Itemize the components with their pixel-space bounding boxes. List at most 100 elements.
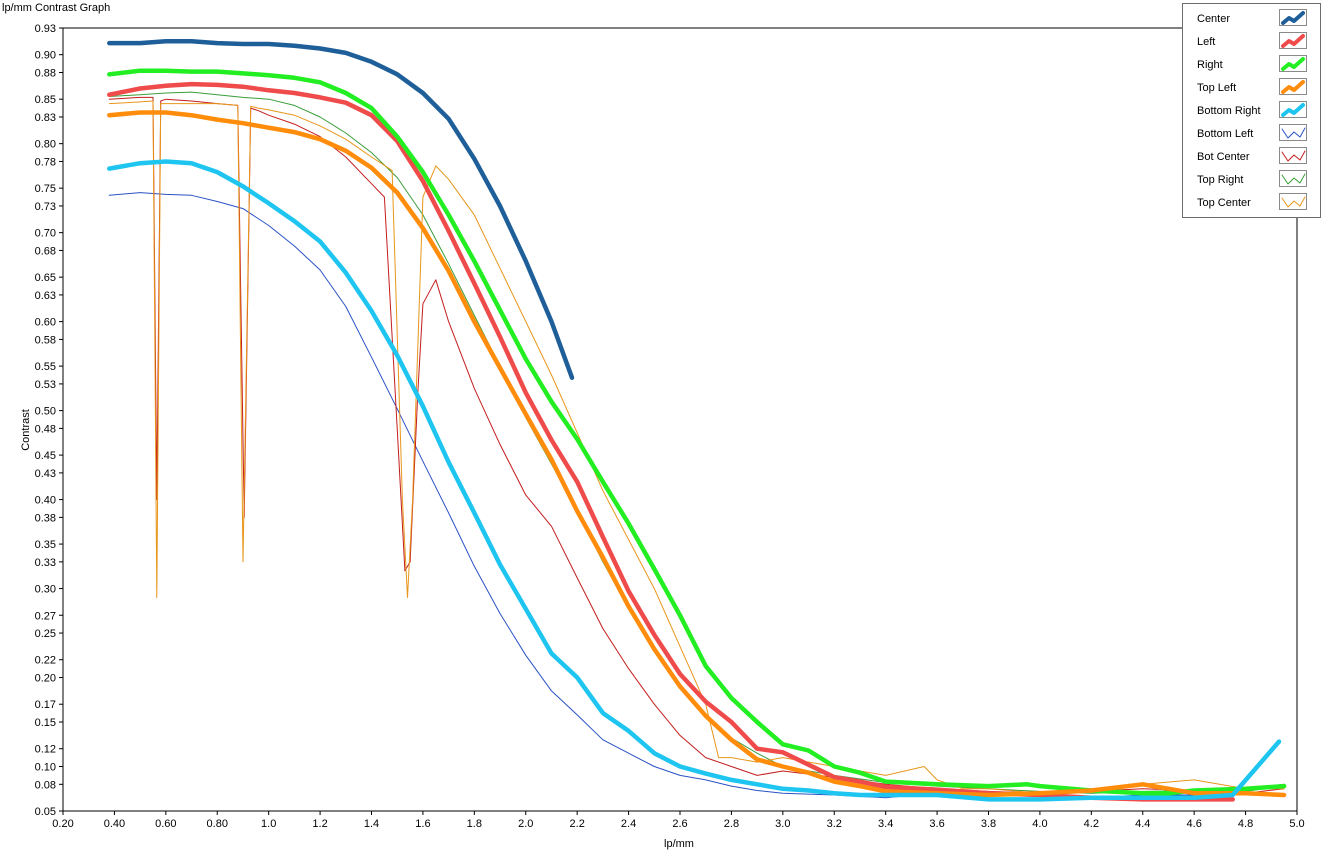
y-tick-label: 0.93 — [35, 23, 56, 35]
x-tick-label: 4.2 — [1084, 818, 1099, 830]
axes: 0.20 0.40 0.60 0.80 1.0 1.2 1.4 1.6 1.8 2.0 2.2 2.4… — [35, 23, 1305, 830]
x-tick-label: 4.4 — [1135, 818, 1150, 830]
y-tick-label: 0.83 — [35, 112, 56, 124]
legend-swatch — [1279, 32, 1307, 49]
x-tick-label: 3.2 — [827, 818, 842, 830]
x-tick-label: 2.4 — [621, 818, 636, 830]
x-tick-label: 4.0 — [1032, 818, 1047, 830]
y-tick-label: 0.35 — [35, 539, 56, 551]
x-tick-label: 1.6 — [415, 818, 430, 830]
y-tick-label: 0.60 — [35, 317, 56, 329]
legend-label: Left — [1197, 36, 1216, 48]
y-tick-label: 0.40 — [35, 495, 56, 507]
legend-swatch — [1279, 170, 1307, 187]
y-tick-label: 0.33 — [35, 557, 56, 569]
x-tick-label: 2.8 — [724, 818, 739, 830]
y-tick-label: 0.12 — [35, 744, 56, 756]
y-tick-label: 0.90 — [35, 50, 56, 62]
x-tick-label: 0.80 — [207, 818, 228, 830]
y-tick-label: 0.50 — [35, 406, 56, 418]
x-tick-label: 3.0 — [775, 818, 790, 830]
plot-area — [62, 27, 1298, 812]
legend-line-sample — [1281, 127, 1306, 139]
legend-label: Bot Center — [1197, 151, 1250, 163]
x-tick-label: 5.0 — [1289, 818, 1304, 830]
legend-line-sample — [1281, 34, 1305, 48]
series-line-bottom-right — [107, 159, 1282, 802]
y-tick-label: 0.30 — [35, 584, 56, 596]
y-tick-label: 0.80 — [35, 139, 56, 151]
x-tick-label: 0.40 — [104, 818, 125, 830]
legend-label: Bottom Right — [1197, 105, 1261, 117]
legend-label: Top Left — [1197, 82, 1237, 94]
y-tick-label: 0.15 — [35, 717, 56, 729]
x-tick-label: 1.2 — [312, 818, 327, 830]
legend-line-sample — [1281, 11, 1305, 25]
x-tick-label: 0.20 — [52, 818, 73, 830]
y-tick-label: 0.25 — [35, 628, 56, 640]
y-tick-label: 0.17 — [35, 699, 56, 711]
y-tick-label: 0.45 — [35, 450, 56, 462]
x-tick-label: 2.6 — [672, 818, 687, 830]
x-tick-label: 3.4 — [878, 818, 893, 830]
y-tick-label: 0.58 — [35, 334, 56, 346]
legend-item-top-right: Top Right — [1183, 168, 1322, 191]
y-tick-label: 0.73 — [35, 201, 56, 213]
chart-title: lp/mm Contrast Graph — [2, 2, 111, 14]
chart-legend: Center Left Right Top Left Bottom Right Botto… — [1182, 3, 1321, 218]
legend-line-sample — [1281, 80, 1305, 94]
legend-label: Top Right — [1197, 174, 1244, 186]
x-tick-label: 2.0 — [518, 818, 533, 830]
legend-swatch — [1279, 9, 1307, 26]
y-tick-label: 0.75 — [35, 183, 56, 195]
y-tick-label: 0.88 — [35, 67, 56, 79]
series-line-right — [107, 68, 1287, 796]
series-line-left — [107, 81, 1235, 802]
x-tick-label: 1.8 — [467, 818, 482, 830]
y-tick-label: 0.05 — [35, 806, 56, 818]
y-tick-label: 0.20 — [35, 673, 56, 685]
legend-line-sample — [1281, 196, 1306, 208]
x-tick-label: 4.6 — [1187, 818, 1202, 830]
legend-item-bottom-right: Bottom Right — [1183, 99, 1322, 122]
y-tick-label: 0.70 — [35, 228, 56, 240]
legend-swatch — [1279, 78, 1307, 95]
y-tick-label: 0.38 — [35, 512, 56, 524]
series-line-center — [107, 39, 575, 380]
y-tick-label: 0.27 — [35, 610, 56, 622]
legend-line-sample — [1281, 57, 1305, 71]
legend-swatch — [1279, 124, 1307, 141]
y-tick-label: 0.08 — [35, 779, 56, 791]
legend-item-top-left: Top Left — [1183, 76, 1322, 99]
legend-item-right: Right — [1183, 53, 1322, 76]
legend-label: Bottom Left — [1197, 128, 1254, 140]
legend-item-top-center: Top Center — [1183, 191, 1322, 214]
x-tick-label: 4.8 — [1238, 818, 1253, 830]
y-tick-label: 0.63 — [35, 290, 56, 302]
y-tick-label: 0.22 — [35, 655, 56, 667]
x-tick-label: 0.60 — [155, 818, 176, 830]
legend-label: Center — [1197, 13, 1231, 25]
y-tick-label: 0.65 — [35, 272, 56, 284]
x-axis-label: lp/mm — [664, 838, 694, 850]
legend-item-center: Center — [1183, 7, 1322, 30]
legend-line-sample — [1281, 103, 1305, 117]
legend-line-sample — [1281, 173, 1306, 185]
legend-swatch — [1279, 193, 1307, 210]
x-tick-label: 3.8 — [981, 818, 996, 830]
series-line-top-left — [107, 110, 1287, 798]
legend-label: Right — [1197, 59, 1223, 71]
y-tick-label: 0.55 — [35, 361, 56, 373]
legend-swatch — [1279, 101, 1307, 118]
legend-line-sample — [1281, 150, 1306, 162]
legend-swatch — [1279, 147, 1307, 164]
y-tick-label: 0.48 — [35, 423, 56, 435]
legend-swatch — [1279, 55, 1307, 72]
x-tick-label: 1.0 — [261, 818, 276, 830]
legend-item-bot-center: Bot Center — [1183, 145, 1322, 168]
y-tick-label: 0.68 — [35, 245, 56, 257]
x-tick-label: 3.6 — [929, 818, 944, 830]
legend-item-bottom-left: Bottom Left — [1183, 122, 1322, 145]
y-tick-label: 0.53 — [35, 379, 56, 391]
